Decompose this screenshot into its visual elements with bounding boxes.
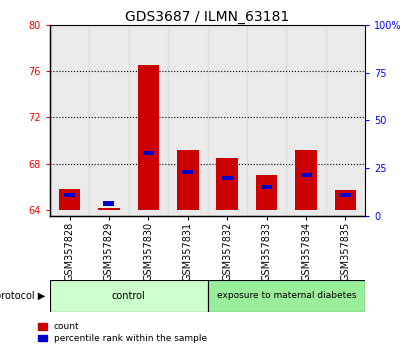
Bar xyxy=(50,25,89,216)
Bar xyxy=(334,190,356,210)
Bar xyxy=(340,193,351,198)
Bar xyxy=(103,201,115,206)
Title: GDS3687 / ILMN_63181: GDS3687 / ILMN_63181 xyxy=(125,10,290,24)
Bar xyxy=(59,189,81,210)
Bar xyxy=(222,176,233,180)
Bar xyxy=(64,193,75,197)
Bar xyxy=(256,175,278,210)
Bar xyxy=(295,150,317,210)
Bar xyxy=(208,25,247,216)
Bar xyxy=(50,280,208,312)
Bar xyxy=(261,185,272,189)
Text: protocol ▶: protocol ▶ xyxy=(0,291,46,301)
Bar xyxy=(177,150,199,210)
Bar xyxy=(182,170,193,174)
Bar xyxy=(98,208,120,210)
Bar xyxy=(326,25,365,216)
Bar xyxy=(137,65,159,210)
Bar xyxy=(286,25,326,216)
Bar xyxy=(216,158,238,210)
Bar xyxy=(300,173,312,177)
Legend: count, percentile rank within the sample: count, percentile rank within the sample xyxy=(38,322,207,343)
Bar xyxy=(89,25,129,216)
Bar xyxy=(247,25,286,216)
Bar xyxy=(168,25,208,216)
Bar xyxy=(129,25,168,216)
Bar xyxy=(208,280,365,312)
Text: control: control xyxy=(112,291,146,301)
Text: exposure to maternal diabetes: exposure to maternal diabetes xyxy=(217,291,356,300)
Bar xyxy=(143,151,154,155)
